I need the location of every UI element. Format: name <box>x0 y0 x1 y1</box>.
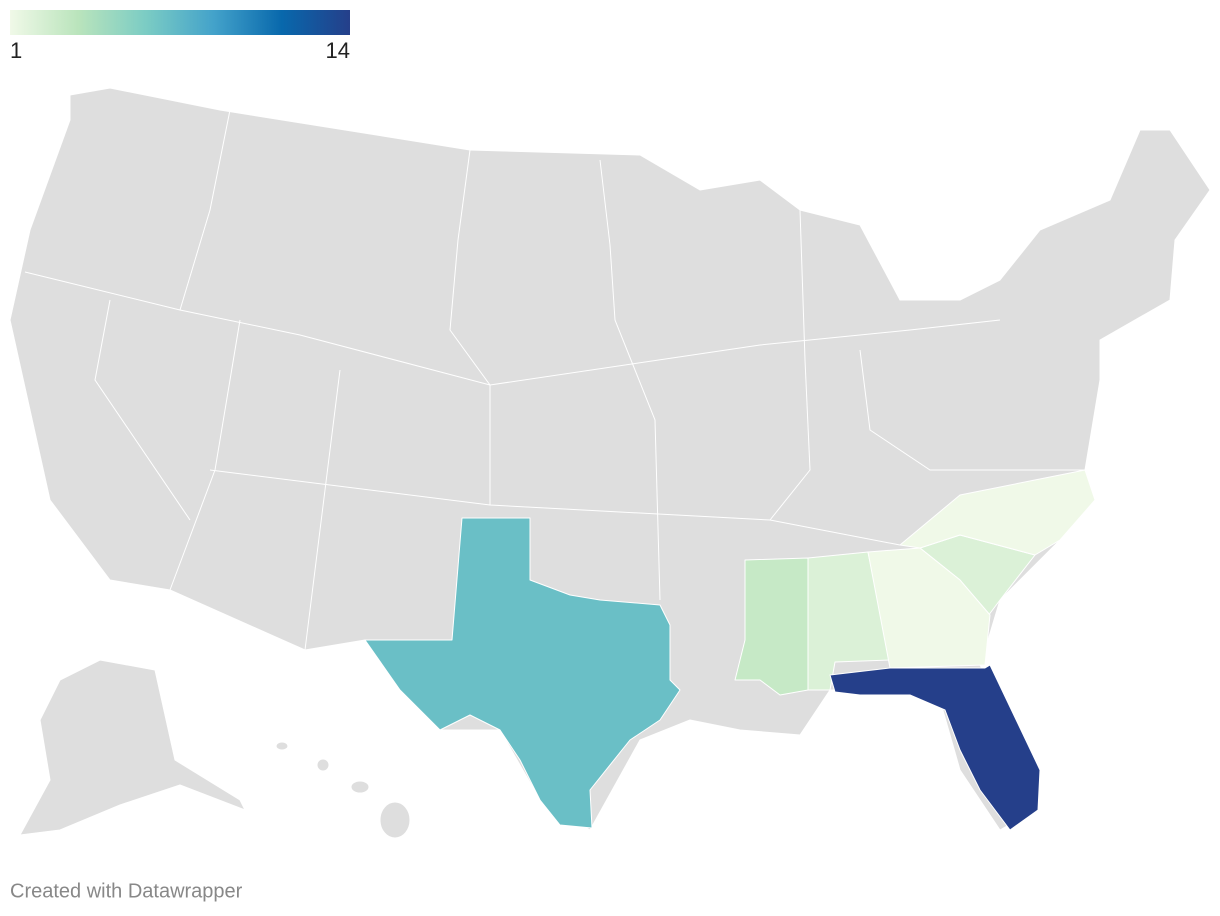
state-border <box>179 109 231 311</box>
state-border <box>769 209 811 521</box>
legend-tick-label: 14 <box>326 38 350 63</box>
hawaii <box>350 780 370 794</box>
state-border <box>94 299 191 521</box>
hawaii <box>316 758 330 772</box>
state-border <box>449 149 491 505</box>
colored-states <box>364 469 1096 831</box>
state-border <box>859 349 1085 471</box>
legend-tick-label: 1 <box>10 38 22 63</box>
legend-gradient <box>10 10 350 35</box>
state-region <box>899 469 1096 556</box>
alaska <box>19 659 246 836</box>
state-border <box>169 319 241 591</box>
hawaii <box>379 801 411 839</box>
state-region <box>364 517 681 829</box>
hawaii <box>275 741 289 751</box>
credit: Created with Datawrapper <box>10 880 243 902</box>
state-region <box>829 664 1041 831</box>
state-border <box>209 469 901 546</box>
state-border <box>304 369 341 651</box>
state-border <box>599 159 661 601</box>
state-region <box>734 557 809 696</box>
